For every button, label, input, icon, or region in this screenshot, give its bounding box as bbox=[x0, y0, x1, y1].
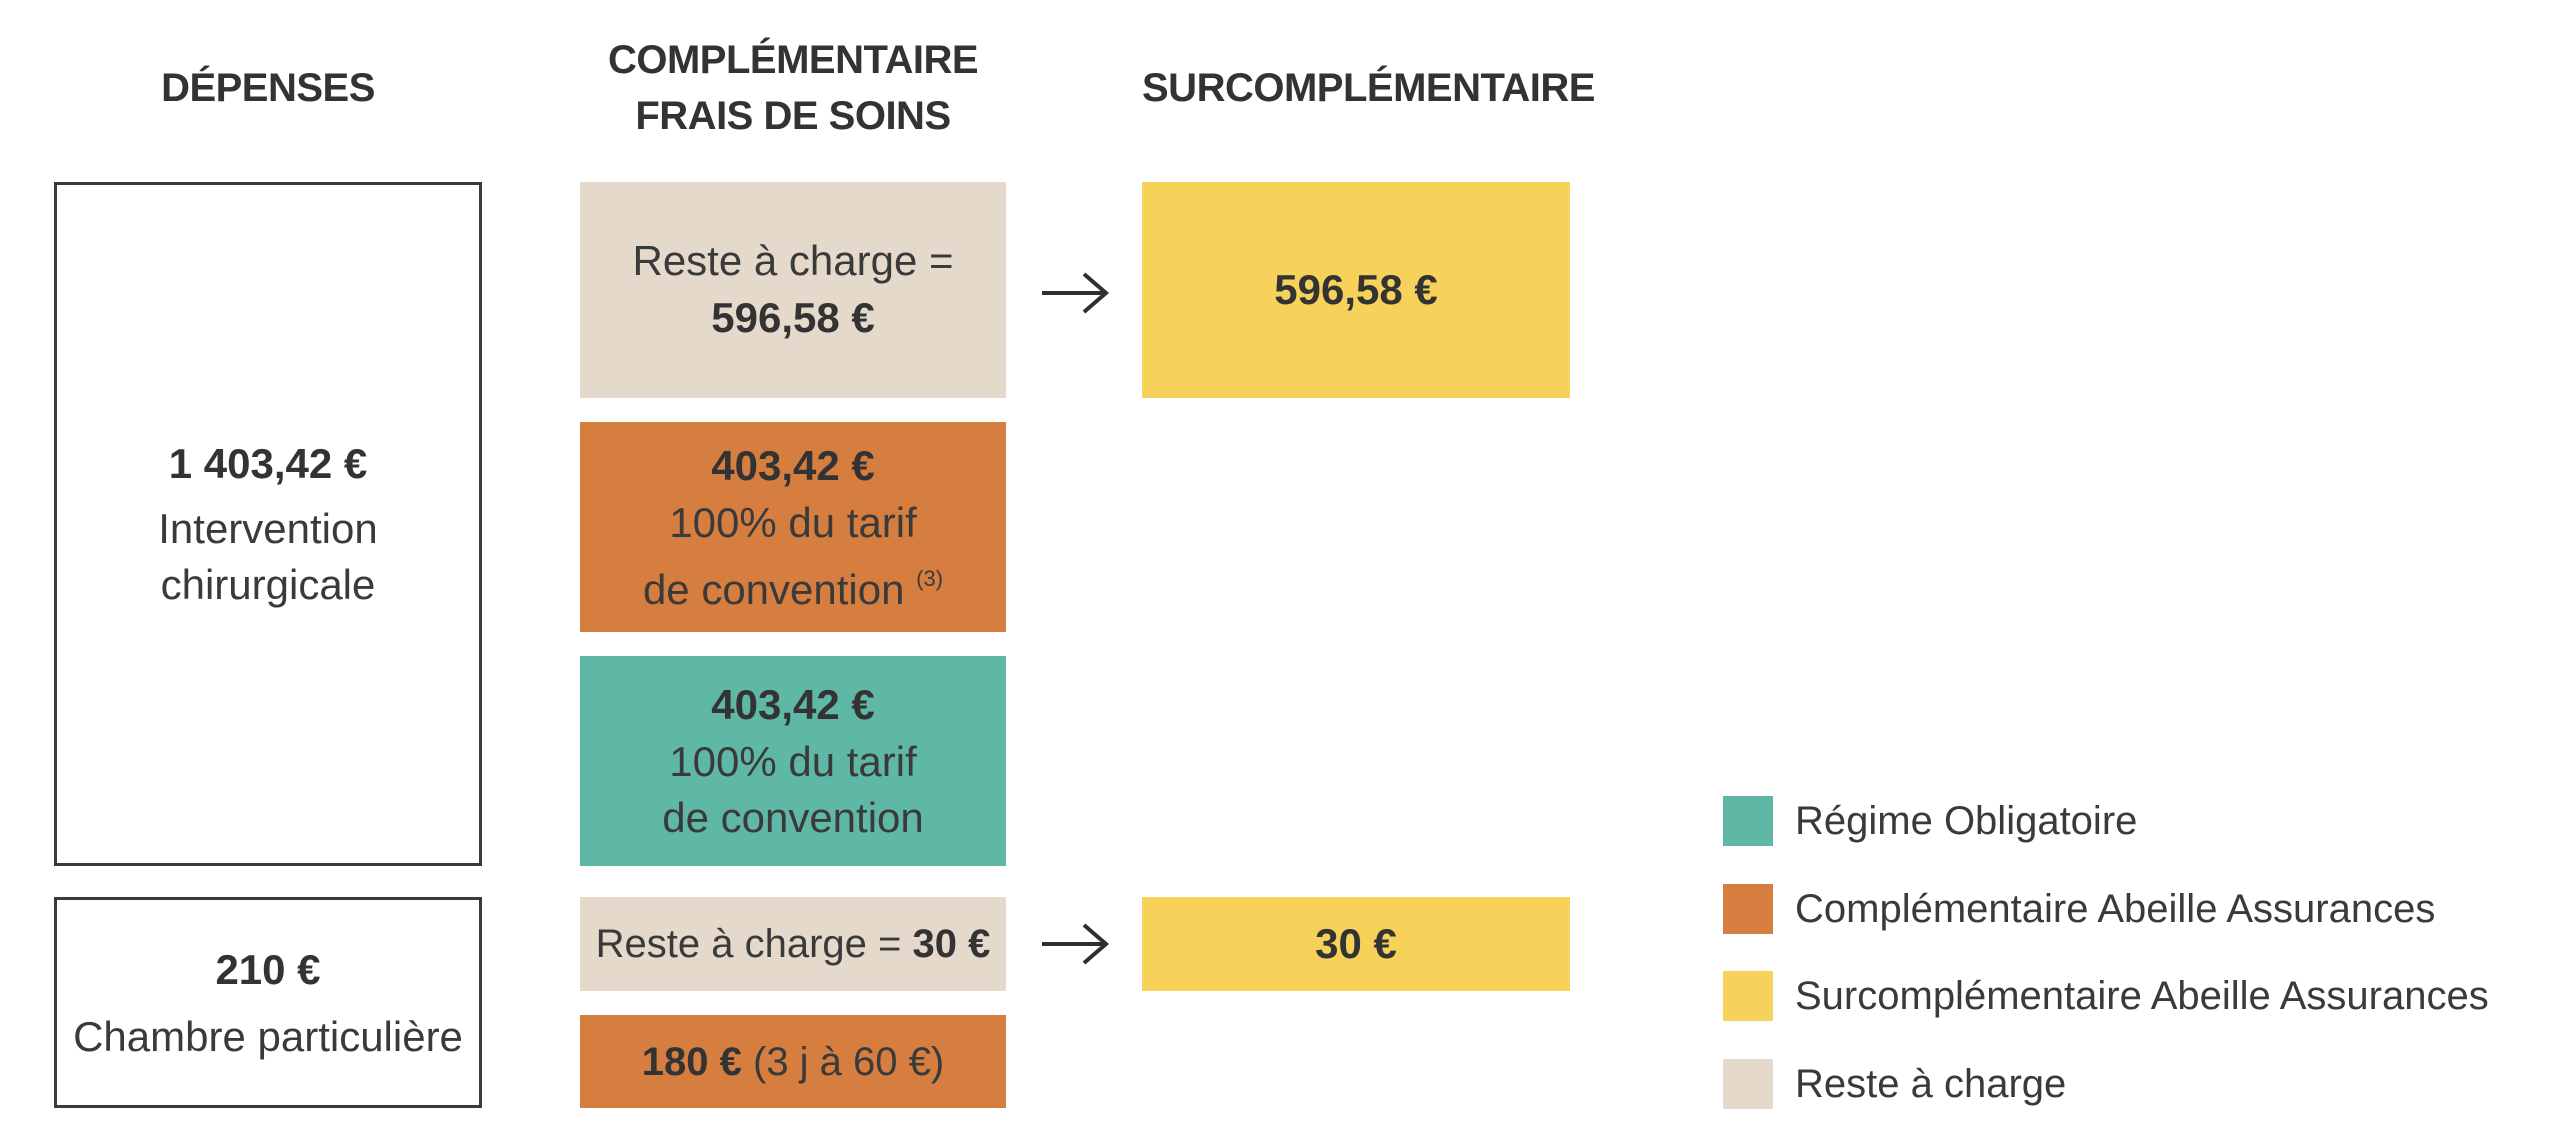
complementaire-intervention-amount: 403,42 € bbox=[711, 441, 875, 489]
surcomplementaire-chambre-box: 30 € bbox=[1142, 897, 1570, 991]
complementaire-chambre-box: 180 € (3 j à 60 €) bbox=[580, 1015, 1006, 1108]
complementaire-intervention-line1: 100% du tarif bbox=[669, 498, 917, 546]
complementaire-intervention-line2-text: de convention bbox=[642, 565, 905, 613]
surcomplementaire-intervention-amount: 596,58 € bbox=[1274, 266, 1438, 313]
legend-label-reste: Reste à charge bbox=[1795, 1061, 2067, 1106]
legend-swatch-complementaire bbox=[1723, 884, 1773, 934]
complementaire-chambre-detail: (3 j à 60 €) bbox=[753, 1039, 945, 1084]
header-complementaire-line1: COMPLÉMENTAIRE bbox=[607, 38, 979, 82]
reste-charge-intervention-label: Reste à charge = bbox=[632, 237, 954, 284]
legend-swatch-regime bbox=[1723, 796, 1773, 846]
legend-item-reste: Reste à charge bbox=[1723, 1058, 2066, 1110]
arrow-right-icon bbox=[1042, 923, 1110, 965]
depense-chambre-label: Chambre particulière bbox=[73, 1012, 463, 1060]
regime-intervention-box: 403,42 € 100% du tarif de convention bbox=[580, 656, 1006, 866]
complementaire-intervention-box: 403,42 € 100% du tarif de convention (3) bbox=[580, 422, 1006, 632]
legend-item-complementaire: Complémentaire Abeille Assurances bbox=[1723, 883, 2435, 935]
regime-intervention-line2: de convention bbox=[662, 794, 924, 841]
reste-charge-chambre-amount: 30 € bbox=[912, 922, 991, 966]
footnote-marker: (3) bbox=[916, 565, 944, 591]
depense-intervention-amount: 1 403,42 € bbox=[168, 440, 368, 487]
header-surcomplementaire: SURCOMPLÉMENTAIRE bbox=[1142, 66, 1595, 110]
header-complementaire-line2: FRAIS DE SOINS bbox=[635, 94, 951, 138]
depense-intervention-label-2: chirurgicale bbox=[160, 561, 376, 608]
legend-swatch-surcomplementaire bbox=[1723, 971, 1773, 1021]
reste-charge-chambre-box: Reste à charge = 30 € bbox=[580, 897, 1006, 991]
regime-intervention-line1: 100% du tarif bbox=[669, 738, 917, 785]
depense-chambre-amount: 210 € bbox=[215, 945, 321, 993]
depense-chambre-box: 210 € Chambre particulière bbox=[54, 897, 482, 1108]
surcomplementaire-chambre-amount: 30 € bbox=[1315, 920, 1397, 967]
header-complementaire: COMPLÉMENTAIRE FRAIS DE SOINS bbox=[580, 32, 1006, 144]
complementaire-chambre-amount: 180 € bbox=[641, 1039, 742, 1084]
legend-swatch-reste bbox=[1723, 1059, 1773, 1109]
legend-label-regime: Régime Obligatoire bbox=[1795, 798, 2138, 843]
surcomplementaire-intervention-box: 596,58 € bbox=[1142, 182, 1570, 398]
complementaire-chambre-row: 180 € (3 j à 60 €) bbox=[642, 1034, 944, 1090]
reste-charge-chambre-label: Reste à charge = bbox=[595, 922, 902, 966]
reste-charge-chambre-row: Reste à charge = 30 € bbox=[596, 916, 991, 972]
reste-charge-intervention-amount: 596,58 € bbox=[711, 294, 875, 341]
legend-label-surcomplementaire: Surcomplémentaire Abeille Assurances bbox=[1795, 973, 2489, 1018]
depense-intervention-box: 1 403,42 € Intervention chirurgicale bbox=[54, 182, 482, 866]
header-depenses: DÉPENSES bbox=[161, 66, 375, 110]
legend-item-regime: Régime Obligatoire bbox=[1723, 795, 2137, 847]
arrow-right-icon bbox=[1042, 272, 1110, 314]
legend-item-surcomplementaire: Surcomplémentaire Abeille Assurances bbox=[1723, 970, 2489, 1022]
regime-intervention-amount: 403,42 € bbox=[711, 681, 875, 728]
depense-intervention-label-1: Intervention bbox=[158, 505, 378, 552]
complementaire-intervention-line2: de convention (3) bbox=[643, 551, 943, 618]
legend-label-complementaire: Complémentaire Abeille Assurances bbox=[1795, 886, 2436, 931]
reste-charge-intervention-box: Reste à charge = 596,58 € bbox=[580, 182, 1006, 398]
